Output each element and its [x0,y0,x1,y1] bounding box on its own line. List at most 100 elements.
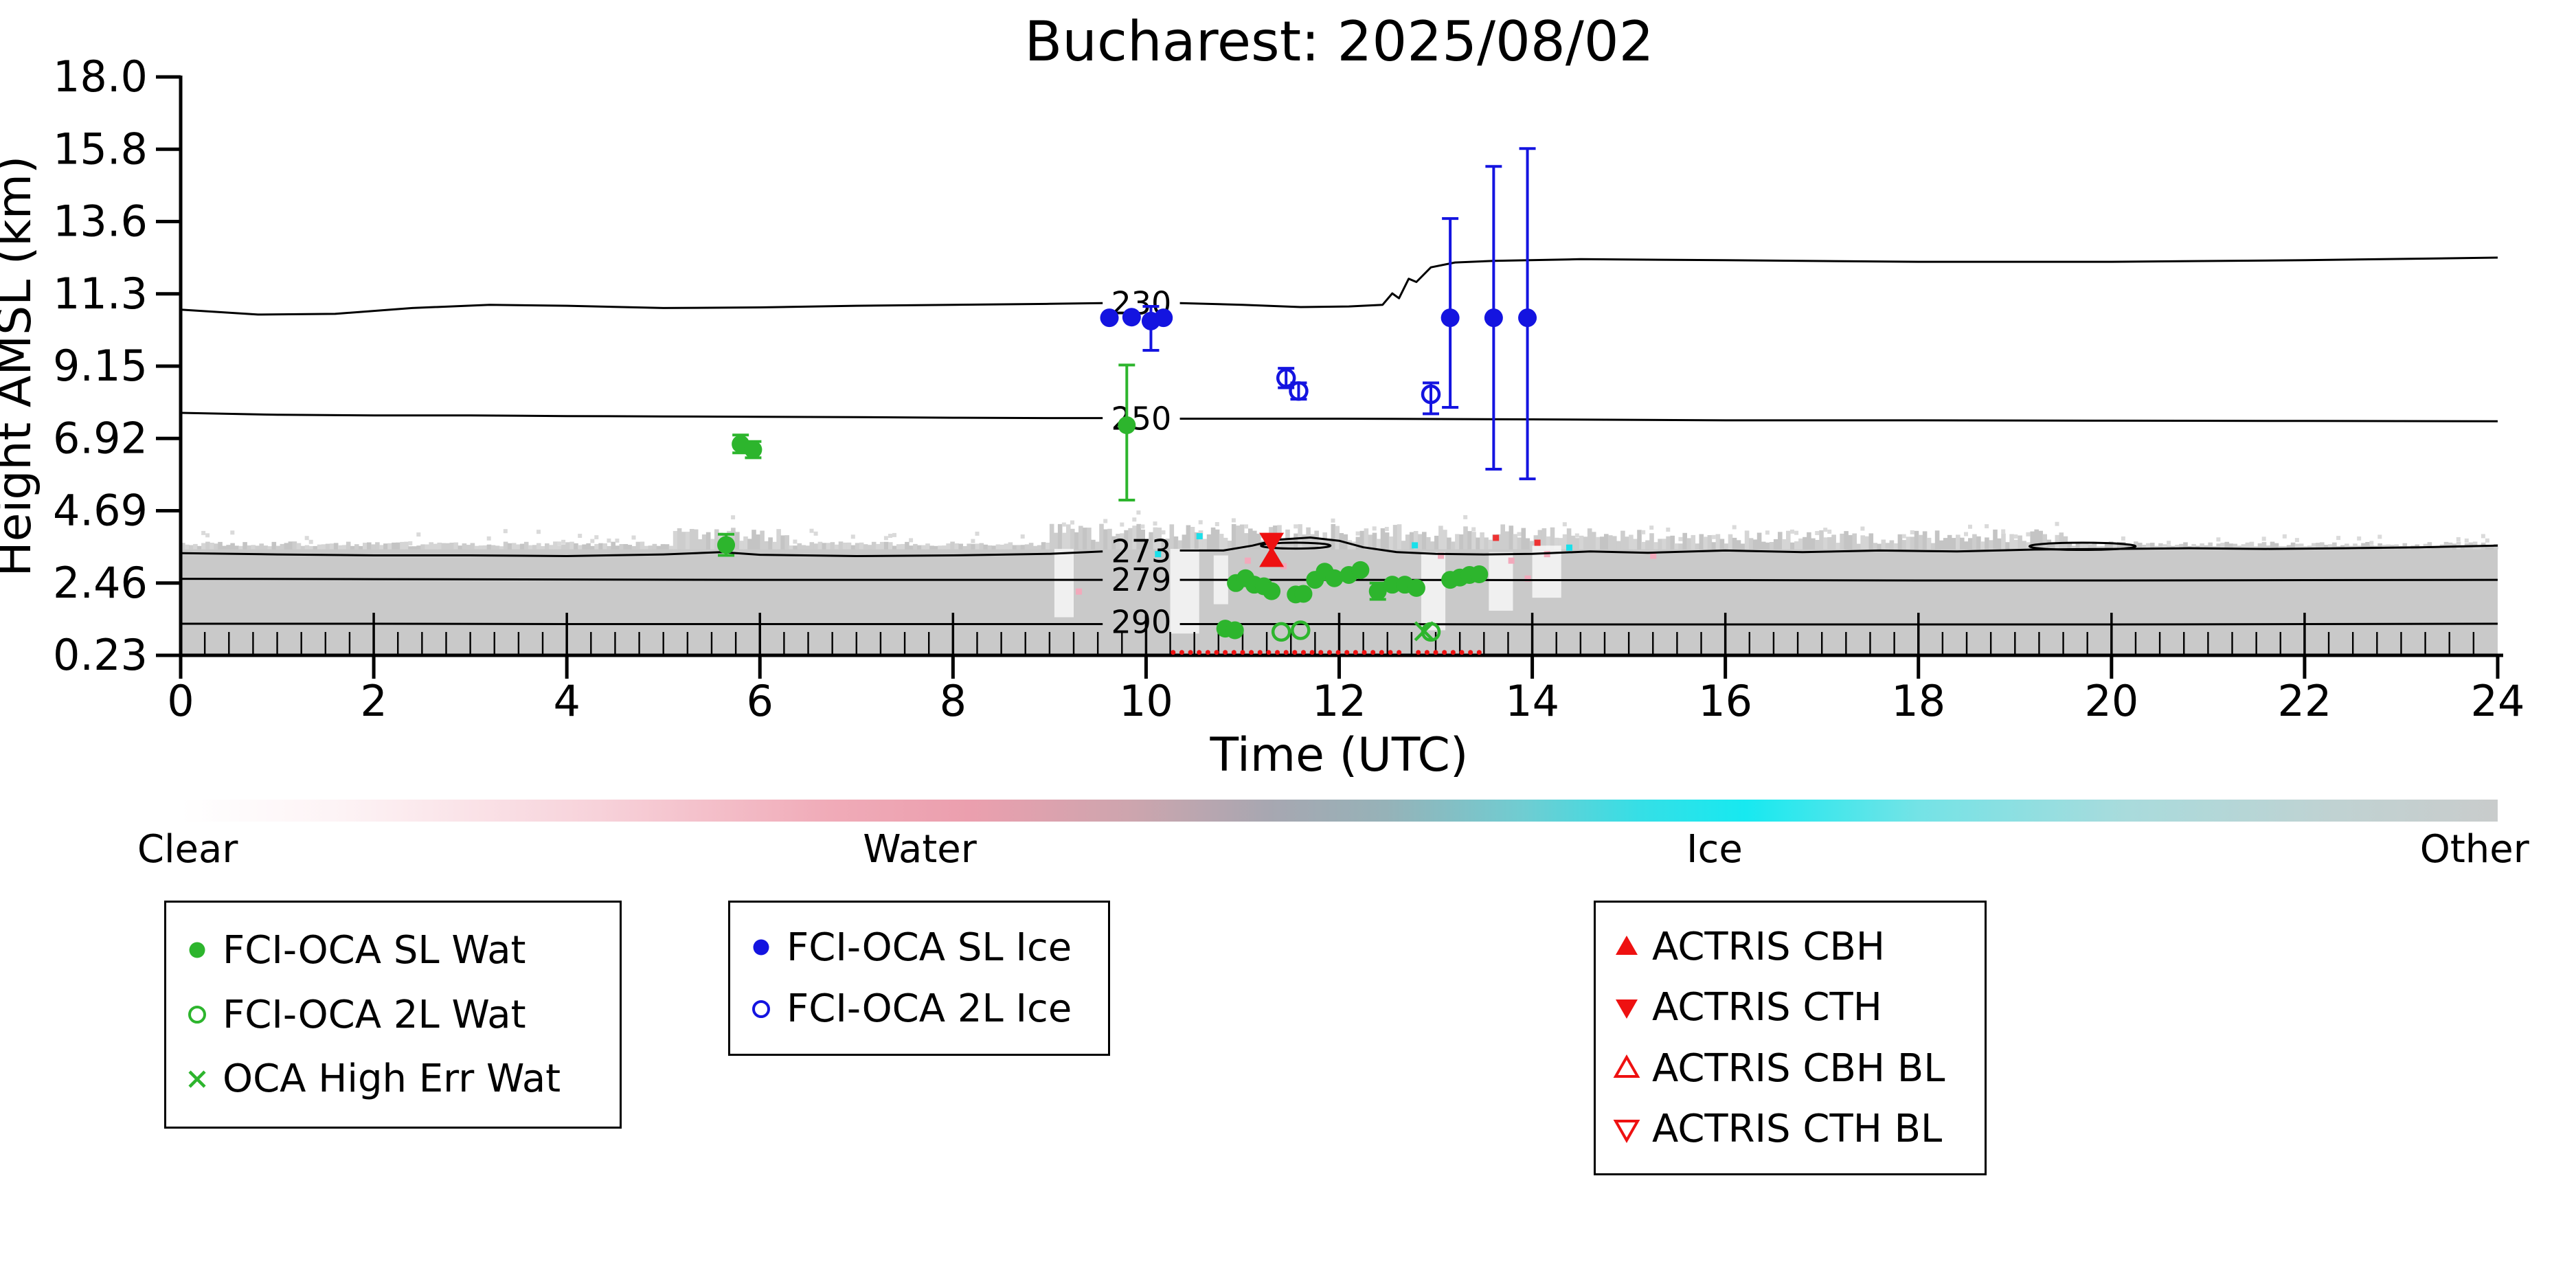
contour-label: 273 [1111,532,1171,569]
legend-actris: ACTRIS CBH ACTRIS CTH ACTRIS CBH BL ACTRIS … [1594,901,1987,1175]
legend-marker-circle-open-icon [188,1006,206,1024]
x-tick-label: 22 [2277,676,2331,726]
sl-wat-point [744,440,762,459]
legend-marker-tri-up-open-icon [1613,1054,1640,1078]
x-tick-label: 8 [940,676,967,726]
sl-wat-point [1118,416,1136,435]
sl-ice-point [1440,308,1460,328]
sl-wat-point [717,536,736,554]
tri-up-open-icon [1611,1052,1642,1084]
x-axis-label: Time (UTC) [1210,728,1469,782]
series-fci-oca-2l-ice [1276,367,1441,416]
legend-item-label: OCA High Err Wat [223,1057,561,1102]
y-tick-label: 2.46 [53,558,148,608]
sl-wat-point [1470,565,1489,584]
colorbar-label-other: Other [2419,827,2529,872]
series-actris-markers [1259,532,1285,567]
series-fci-oca-sl-ice [1100,147,1537,481]
x-tick-label: 6 [747,676,773,726]
contour-label: 279 [1111,561,1171,598]
y-tick-label: 0.23 [53,630,148,680]
colorbar-label-ice: Ice [1686,827,1743,872]
legend-item: ACTRIS CBH [1596,925,1985,969]
x-tick-label: 2 [360,676,387,726]
time-height-chart: 23025027327929018.015.813.611.39.156.924… [0,52,2524,782]
colorbar-labels: Clear Water Ice Other [137,827,2529,875]
sl-wat-point [1325,569,1344,587]
legend-item-label: FCI-OCA 2L Ice [787,986,1072,1032]
legend-item: FCI-OCA 2L Wat [166,993,620,1037]
classification-specks [1076,533,1657,595]
tri-down-open-icon [1611,1114,1642,1145]
wat-2l-point [1291,620,1311,640]
y-axis-label: Height AMSL (km) [0,156,42,577]
y-tick-label: 6.92 [53,413,148,463]
legend-item: ACTRIS CBH BL [1596,1046,1985,1091]
ice-2l-point [1421,384,1441,405]
legend-marker-tri-down-filled-icon [1616,999,1638,1019]
legend-item: FCI-OCA SL Wat [166,928,620,973]
legend-marker-tri-down-open-icon [1613,1119,1640,1143]
x-tick-label: 0 [167,676,194,726]
series-fci-oca-sl-wat [717,363,1489,640]
ice-2l-point [1289,381,1309,401]
sl-ice-point [1122,308,1141,327]
classification-colorbar [181,800,2498,822]
sl-ice-point [1154,308,1173,328]
actris-cbh-marker [1259,546,1285,567]
sl-wat-point [1368,582,1387,600]
circle-open-icon [745,993,777,1025]
legend-marker-x-icon [188,1070,206,1088]
sl-wat-point [1407,578,1425,597]
x-tick-label: 24 [2471,676,2525,726]
tri-up-filled-icon [1611,931,1642,962]
series-oca-high-err-wat [1414,621,1434,642]
sl-ice-point [1484,308,1503,328]
legend-item: FCI-OCA 2L Ice [730,986,1108,1031]
legend-item-label: ACTRIS CTH [1652,985,1882,1030]
legend-marker-circle-filled-icon [189,942,205,958]
legend-item-label: FCI-OCA SL Wat [223,927,526,973]
x-tick-label: 20 [2084,676,2138,726]
legend-item-label: ACTRIS CTH BL [1652,1107,1943,1152]
legend-item: ACTRIS CTH BL [1596,1107,1985,1151]
y-tick-label: 13.6 [53,196,148,247]
sl-ice-point [1100,308,1119,328]
x-icon [181,1063,213,1095]
colorbar-label-water: Water [863,827,977,872]
series-actris-bl-dots [1171,650,1482,655]
x-tick-label: 14 [1505,676,1559,726]
y-tick-label: 11.3 [53,269,148,319]
tri-down-filled-icon [1611,992,1642,1024]
x-tick-label: 4 [553,676,580,726]
wat-2l-point [1271,622,1291,642]
legend-item-label: ACTRIS CBH [1652,924,1886,969]
legend-item: FCI-OCA SL Ice [730,925,1108,970]
contour-label: 290 [1111,604,1171,641]
inner-time-ticks [203,613,2475,655]
page-title: Bucharest: 2025/08/02 [1024,10,1654,74]
y-tick-label: 18.0 [53,52,148,102]
axes: 18.015.813.611.39.156.924.692.460.230 2 4 6… [0,52,2524,782]
x-tick-label: 12 [1312,676,1366,726]
legend-marker-circle-open-icon [752,999,770,1018]
sl-wat-point [1294,585,1313,603]
legend-marker-tri-up-filled-icon [1616,936,1638,956]
sl-wat-point [1383,576,1401,594]
legend-item-label: FCI-OCA SL Ice [787,925,1072,970]
sl-wat-point [1263,582,1281,600]
legend-fci-oca-ice: FCI-OCA SL Ice FCI-OCA 2L Ice [728,901,1110,1056]
circle-filled-icon [745,931,777,963]
circle-filled-icon [181,934,213,966]
contour-label: 250 [1111,400,1171,438]
x-tick-label: 10 [1119,676,1173,726]
colorbar-label-clear: Clear [137,827,238,872]
legend-item: ACTRIS CTH [1596,985,1985,1030]
y-tick-label: 9.15 [53,341,148,391]
x-tick-label: 16 [1698,676,1752,726]
x-tick-label: 18 [1891,676,1945,726]
sl-wat-point [1351,561,1370,579]
ice-2l-point [1276,368,1296,388]
